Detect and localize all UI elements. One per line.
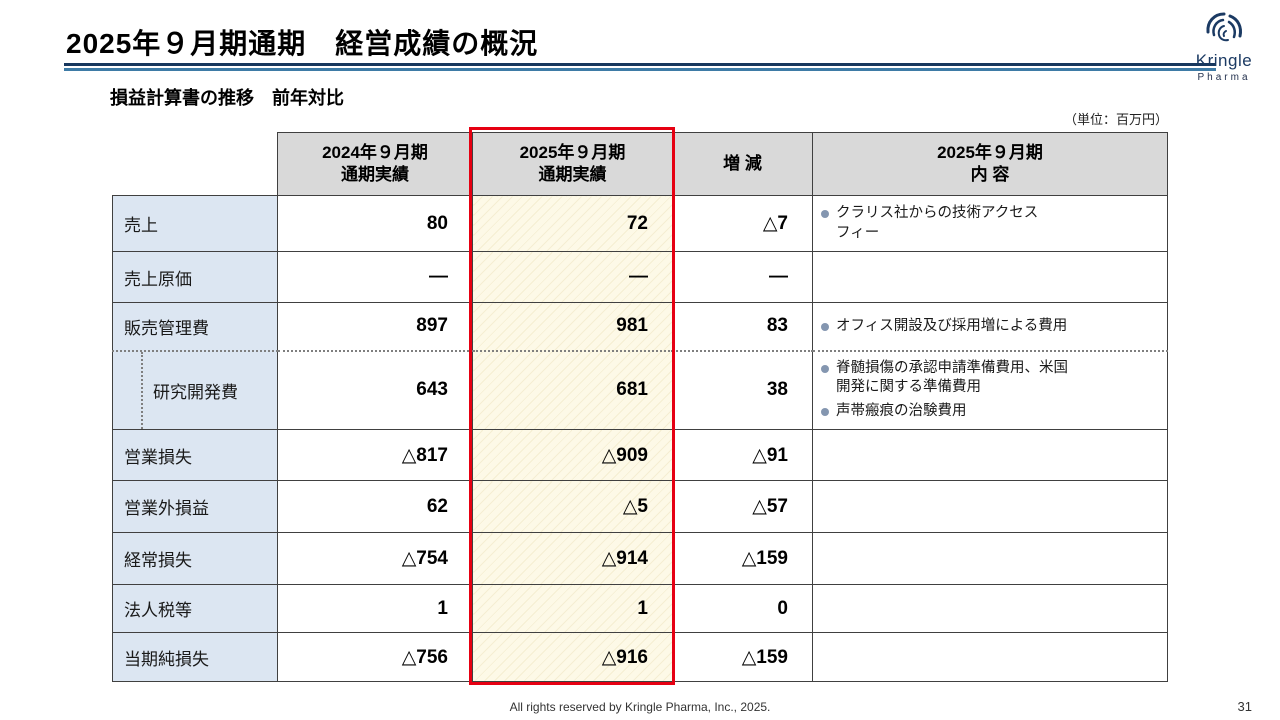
fy2025-value: — [472,251,673,303]
change-value: △57 [672,480,813,533]
footer-copyright: All rights reserved by Kringle Pharma, I… [509,700,771,714]
header-fy2024: 2024年９月期 通期実績 [277,132,473,196]
fy2024-value: — [277,251,473,303]
header-detail: 2025年９月期 内 容 [812,132,1168,196]
notes-cell: 脊髄損傷の承認申請準備費用、米国 開発に関する準備費用 声帯瘢痕の治験費用 [812,349,1168,430]
note-text: クラリス社からの技術アクセス フィー [836,205,1039,241]
fy2024-value: △754 [277,532,473,585]
page-title: 2025年９月期通期 経営成績の概況 [66,28,539,59]
notes-cell: クラリス社からの技術アクセス フィー [812,195,1168,252]
fy2025-value: 681 [472,349,673,430]
fy2025-value: △909 [472,429,673,481]
row-label: 売上 [112,195,278,252]
note-text: 声帯瘢痕の治験費用 [836,403,967,420]
table-row-rnd: 研究開発費 643 681 38 脊髄損傷の承認申請準備費用、米国 開発に関する… [112,349,1168,430]
fy2025-value: △916 [472,632,673,682]
table-row-taxes: 法人税等 1 1 0 [112,584,1168,633]
header-change: 増 減 [672,132,813,196]
table-row-revenue: 売上 80 72 △7 クラリス社からの技術アクセス フィー [112,195,1168,252]
bullet-icon [821,365,829,374]
note-item: 声帯瘢痕の治験費用 [821,402,1159,421]
change-value: △159 [672,532,813,585]
notes-cell [812,584,1168,633]
note-item: オフィス開設及び採用増による費用 [821,317,1159,336]
fy2025-value: △914 [472,532,673,585]
row-label: 営業損失 [112,429,278,481]
title-rule-teal [64,68,1216,71]
unit-note: （単位：百万円） [1063,112,1168,127]
fy2024-value: △756 [277,632,473,682]
note-item: クラリス社からの技術アクセス フィー [821,204,1159,242]
table-row-operating-loss: 営業損失 △817 △909 △91 [112,429,1168,481]
row-label: 売上原価 [112,251,278,303]
notes-cell [812,632,1168,682]
sub-label-box: 研究開発費 [141,351,277,429]
note-text: 脊髄損傷の承認申請準備費用、米国 開発に関する準備費用 [836,360,1068,396]
subtitle: 損益計算書の推移 前年対比 [110,88,344,108]
row-label: 営業外損益 [112,480,278,533]
fy2024-value: △817 [277,429,473,481]
row-label: 法人税等 [112,584,278,633]
kringle-logo-icon [1206,12,1242,42]
note-text: オフィス開設及び採用増による費用 [836,317,1068,334]
fy2024-value: 62 [277,480,473,533]
change-value: △91 [672,429,813,481]
notes-cell: オフィス開設及び採用増による費用 [812,302,1168,351]
notes-cell [812,480,1168,533]
bullet-icon [821,210,829,219]
notes-cell [812,429,1168,481]
notes-cell [812,532,1168,585]
table-row-cogs: 売上原価 — — — [112,251,1168,303]
corner-cell [113,133,278,196]
income-statement-table: 2024年９月期 通期実績 2025年９月期 通期実績 増 減 2025年９月期… [112,132,1168,682]
logo-wordmark-sub: Pharma [1197,72,1251,83]
fy2025-value: 1 [472,584,673,633]
change-value: 0 [672,584,813,633]
table-header-row: 2024年９月期 通期実績 2025年９月期 通期実績 増 減 2025年９月期… [113,132,1168,196]
fy2024-value: 897 [277,302,473,351]
table-row-ordinary-loss: 経常損失 △754 △914 △159 [112,532,1168,585]
table-row-sga: 販売管理費 897 981 83 オフィス開設及び採用増による費用 [112,302,1168,351]
row-label: 研究開発費 [112,349,278,430]
table-row-net-loss: 当期純損失 △756 △916 △159 [112,632,1168,682]
title-rule-navy [64,63,1216,66]
sub-label-text: 研究開発費 [153,382,238,402]
income-statement-table-wrap: 2024年９月期 通期実績 2025年９月期 通期実績 増 減 2025年９月期… [112,127,1168,685]
row-label: 販売管理費 [112,302,278,351]
kringle-pharma-logo: Kringle Pharma [1182,10,1266,83]
change-value: 38 [672,349,813,430]
bullet-icon [821,408,829,417]
change-value: 83 [672,302,813,351]
fy2025-value: 72 [472,195,673,252]
fy2025-value: △5 [472,480,673,533]
fy2024-value: 643 [277,349,473,430]
change-value: △159 [672,632,813,682]
row-label: 経常損失 [112,532,278,585]
notes-cell [812,251,1168,303]
bullet-icon [821,322,829,331]
page-number: 31 [1237,699,1252,714]
change-value: △7 [672,195,813,252]
table-row-nonoperating: 営業外損益 62 △5 △57 [112,480,1168,533]
row-label: 当期純損失 [112,632,278,682]
fy2024-value: 80 [277,195,473,252]
fy2024-value: 1 [277,584,473,633]
fy2025-value: 981 [472,302,673,351]
change-value: — [672,251,813,303]
note-item: 脊髄損傷の承認申請準備費用、米国 開発に関する準備費用 [821,359,1159,397]
header-fy2025: 2025年９月期 通期実績 [472,132,673,196]
